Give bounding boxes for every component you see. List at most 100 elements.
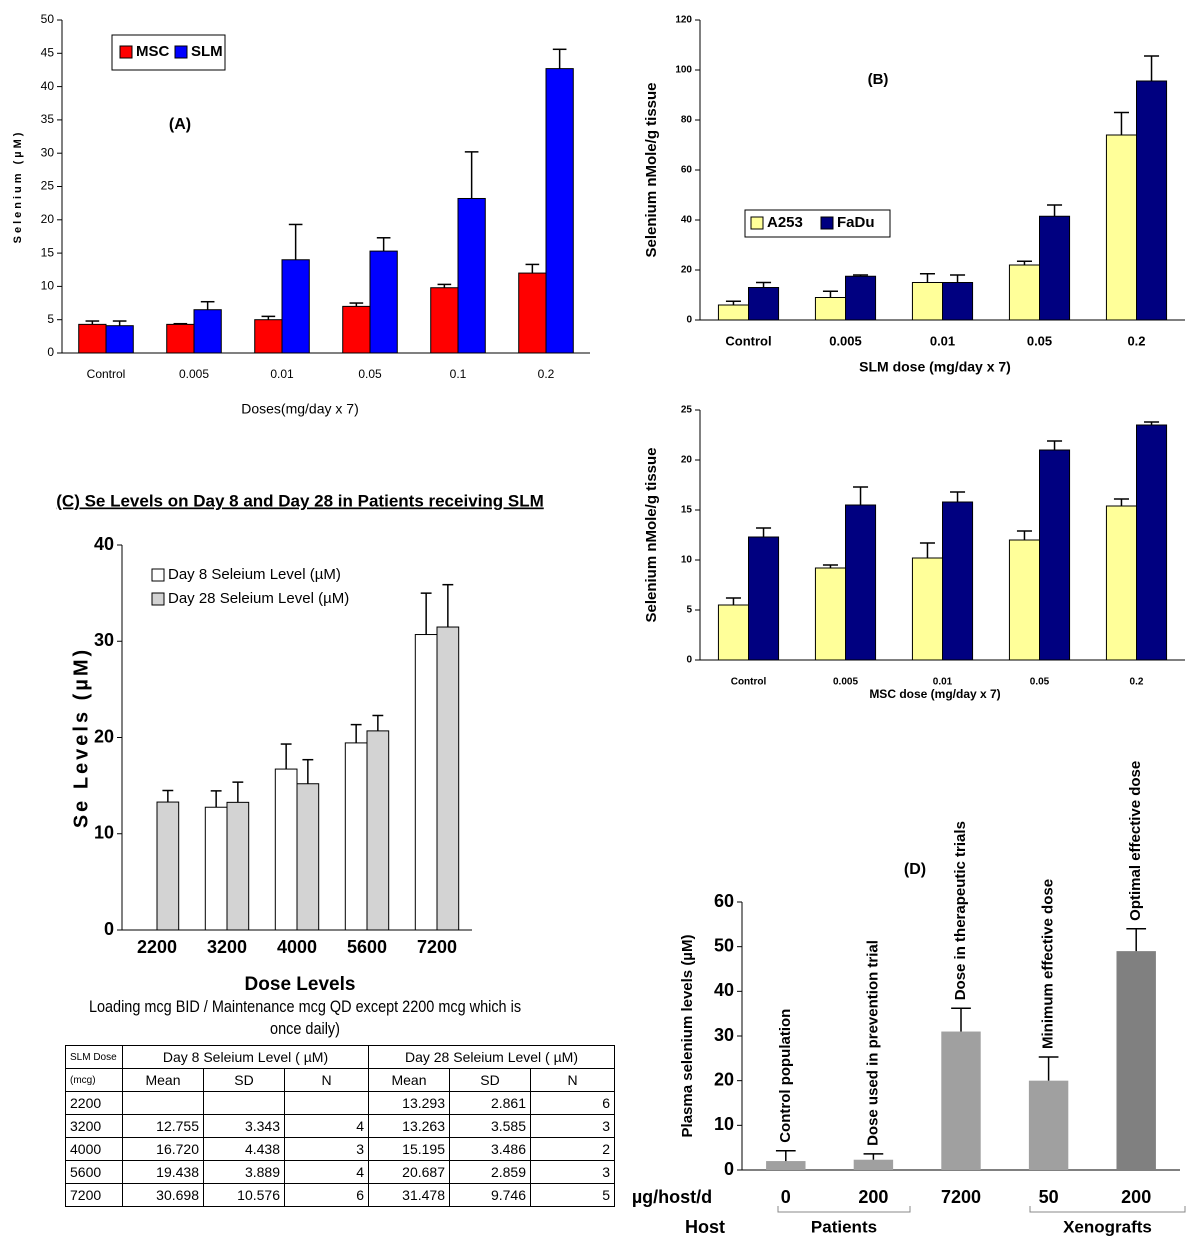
bar xyxy=(942,501,974,661)
y-tick-label: 50 xyxy=(41,12,55,26)
x-tick-label: 0.1 xyxy=(450,367,467,381)
y-axis-label: Plasma selenium levels (µM) xyxy=(679,935,696,1138)
x-tick-label: 5600 xyxy=(347,937,387,957)
bar xyxy=(748,287,780,321)
table-cell: 2200 xyxy=(65,1091,123,1115)
table-cell: 3.889 xyxy=(203,1160,285,1184)
table-header: Day 28 Seleium Level ( µM) xyxy=(368,1045,615,1069)
x-tick-label: 0.05 xyxy=(1030,677,1050,688)
bar xyxy=(430,287,459,354)
table-subheader: Mean xyxy=(122,1068,204,1092)
table-cell: 30.698 xyxy=(122,1183,204,1207)
y-tick-label: 0 xyxy=(686,315,692,326)
legend-label: A253 xyxy=(767,214,803,231)
bar xyxy=(814,567,846,661)
bar xyxy=(1008,264,1040,321)
bar xyxy=(344,742,368,931)
bar xyxy=(366,730,390,931)
y-tick-label: 30 xyxy=(94,630,114,650)
x-tick-label: 0.005 xyxy=(179,367,209,381)
y-tick-label: 0 xyxy=(724,1159,734,1179)
bar xyxy=(941,1031,981,1170)
legend-label: Day 28 Seleium Level (µM) xyxy=(168,590,349,607)
table-subheader: Mean xyxy=(368,1068,450,1092)
table-cell: 31.478 xyxy=(368,1183,450,1207)
y-tick-label: 0 xyxy=(104,919,114,939)
y-tick-label: 15 xyxy=(681,505,693,516)
table-cell: 15.195 xyxy=(368,1137,450,1161)
table-cell: 6 xyxy=(284,1183,369,1207)
chart-title: (D) xyxy=(904,861,926,878)
bar xyxy=(226,801,250,931)
bar xyxy=(518,272,547,354)
table-cell: 16.720 xyxy=(122,1137,204,1161)
legend-frame xyxy=(744,209,891,238)
bar xyxy=(717,604,749,661)
y-tick-label: 25 xyxy=(41,179,55,193)
bar xyxy=(204,806,228,931)
x-tick-label: Control xyxy=(87,367,126,381)
table-cell xyxy=(203,1091,285,1115)
y-tick-label: 40 xyxy=(681,215,693,226)
bar xyxy=(436,626,460,931)
y-tick-label: 10 xyxy=(681,555,693,566)
group-bracket xyxy=(777,1206,911,1213)
table-subheader: SD xyxy=(203,1068,285,1092)
table-cell: 3200 xyxy=(65,1114,123,1138)
bar xyxy=(814,297,846,321)
x-tick-label: 200 xyxy=(1121,1187,1151,1207)
y-tick-label: 40 xyxy=(94,534,114,554)
table-cell: 3.585 xyxy=(449,1114,531,1138)
y-tick-label: 20 xyxy=(714,1069,734,1089)
y-tick-label: 20 xyxy=(681,265,693,276)
table-cell xyxy=(284,1091,369,1115)
y-tick-label: 0 xyxy=(686,655,692,666)
annotation: Dose used in prevention trial xyxy=(864,940,881,1146)
table-cell: 12.755 xyxy=(122,1114,204,1138)
table-cell: 19.438 xyxy=(122,1160,204,1184)
table-cell: 3 xyxy=(530,1114,615,1138)
y-tick-label: 5 xyxy=(686,605,692,616)
data-table: SLM Dose Day 8 Seleium Level ( µM) Day 2… xyxy=(65,1045,615,1207)
legend-swatch xyxy=(151,568,165,582)
y-tick-label: 20 xyxy=(41,212,55,226)
legend-swatch xyxy=(119,45,133,59)
x-tick-label: 0.2 xyxy=(1127,333,1145,348)
table-cell: 6 xyxy=(530,1091,615,1115)
bar xyxy=(911,557,943,661)
y-axis-label: Selenium nMole/g tissue xyxy=(643,447,660,622)
table-header: Day 8 Seleium Level ( µM) xyxy=(122,1045,369,1069)
x-tick-label: Control xyxy=(731,677,767,688)
bar xyxy=(414,634,438,931)
y-axis-label: Selenium (µM) xyxy=(12,130,24,244)
y-tick-label: 15 xyxy=(41,245,55,259)
bar xyxy=(1028,1080,1069,1170)
legend-label: Day 8 Seleium Level (µM) xyxy=(168,566,341,583)
x-tick-label: 0.005 xyxy=(829,333,862,348)
row-label: Host xyxy=(685,1217,725,1237)
bar xyxy=(254,319,283,354)
y-tick-label: 60 xyxy=(681,165,693,176)
x-tick-label: 0.2 xyxy=(538,367,555,381)
x-tick-label: 200 xyxy=(858,1187,888,1207)
table-cell: 3.486 xyxy=(449,1137,531,1161)
y-tick-label: 60 xyxy=(714,891,734,911)
x-tick-label: 0.05 xyxy=(1027,333,1052,348)
x-tick-label: Control xyxy=(725,333,771,348)
x-tick-label: 0.01 xyxy=(933,677,953,688)
table-subheader: N xyxy=(530,1068,615,1092)
x-tick-label: 0 xyxy=(781,1187,791,1207)
y-tick-label: 45 xyxy=(41,45,55,59)
y-tick-label: 80 xyxy=(681,115,693,126)
x-tick-label: 0.01 xyxy=(270,367,294,381)
group-label: Xenografts xyxy=(1063,1217,1152,1236)
bar xyxy=(281,259,310,354)
y-tick-label: 40 xyxy=(714,980,734,1000)
chart-title: (B) xyxy=(868,71,889,88)
bar xyxy=(911,282,943,321)
annotation: Control population xyxy=(777,1009,794,1143)
x-axis-label: MSC dose (mg/day x 7) xyxy=(869,687,1000,701)
x-tick-label: 50 xyxy=(1039,1187,1059,1207)
y-tick-label: 0 xyxy=(47,345,54,359)
